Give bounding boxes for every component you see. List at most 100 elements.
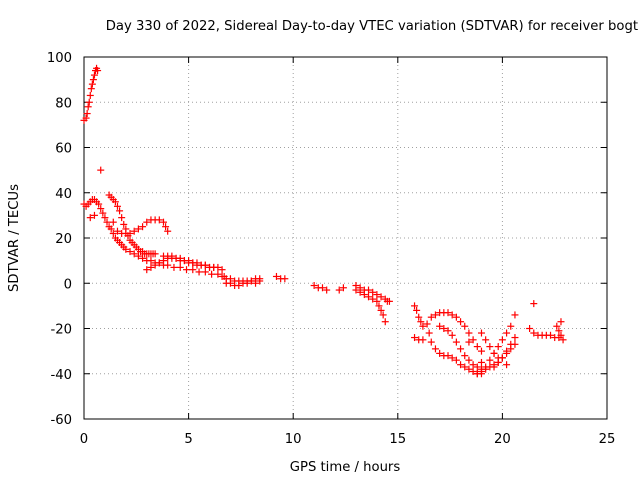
data-point xyxy=(444,352,452,360)
data-point xyxy=(436,349,444,357)
data-point xyxy=(318,284,326,292)
data-point xyxy=(214,270,222,278)
data-point xyxy=(530,300,538,308)
data-point xyxy=(365,286,373,294)
data-point xyxy=(490,349,498,357)
data-point xyxy=(243,279,251,287)
x-axis-label: GPS time / hours xyxy=(290,460,401,475)
y-tick-label: 60 xyxy=(55,142,72,157)
data-point xyxy=(477,358,485,366)
data-point xyxy=(427,338,435,346)
data-point xyxy=(139,254,147,262)
data-point xyxy=(369,288,377,296)
data-point xyxy=(134,252,142,260)
data-point xyxy=(379,311,387,319)
y-tick-label: -20 xyxy=(50,323,72,338)
data-point xyxy=(120,220,128,228)
data-point xyxy=(208,270,216,278)
data-point xyxy=(413,306,421,314)
x-tick-labels: 0 5 10 15 20 25 xyxy=(80,432,616,447)
data-point xyxy=(503,347,511,355)
data-point xyxy=(143,266,151,274)
data-point xyxy=(375,302,383,310)
data-point xyxy=(452,313,460,321)
data-point xyxy=(557,318,565,326)
data-point xyxy=(134,225,142,233)
data-point xyxy=(130,227,138,235)
data-point xyxy=(473,343,481,351)
data-point xyxy=(107,225,115,233)
data-point xyxy=(482,336,490,344)
data-point xyxy=(486,343,494,351)
data-point xyxy=(281,275,289,283)
data-point xyxy=(126,229,134,237)
data-point xyxy=(235,282,243,290)
data-point xyxy=(507,340,515,348)
data-point xyxy=(490,363,498,371)
data-point xyxy=(90,71,98,79)
data-point xyxy=(168,252,176,260)
data-point xyxy=(147,263,155,271)
data-point xyxy=(482,363,490,371)
data-point xyxy=(431,345,439,353)
data-point xyxy=(95,200,103,208)
chart-title: Day 330 of 2022, Sidereal Day-to-day VTE… xyxy=(105,19,638,34)
data-point xyxy=(465,356,473,364)
data-point xyxy=(84,103,92,111)
grid xyxy=(84,57,607,419)
data-point xyxy=(185,257,193,265)
data-point xyxy=(130,250,138,258)
data-point xyxy=(111,198,119,206)
x-tick-label: 25 xyxy=(599,432,616,447)
data-point xyxy=(419,322,427,330)
y-tick-label: 40 xyxy=(55,187,72,202)
data-point xyxy=(503,329,511,337)
data-point xyxy=(310,282,318,290)
data-point xyxy=(369,295,377,303)
data-point xyxy=(503,361,511,369)
data-point xyxy=(151,261,159,269)
data-point xyxy=(452,356,460,364)
data-point xyxy=(555,327,563,335)
data-point xyxy=(377,293,385,301)
data-point xyxy=(335,286,343,294)
data-point xyxy=(465,365,473,373)
data-point xyxy=(94,67,102,75)
data-point xyxy=(218,272,226,280)
data-point xyxy=(494,358,502,366)
data-point xyxy=(469,367,477,375)
data-point xyxy=(465,329,473,337)
data-point xyxy=(162,223,170,231)
data-point xyxy=(339,284,347,292)
data-point xyxy=(436,322,444,330)
data-point xyxy=(498,336,506,344)
data-point xyxy=(559,336,567,344)
data-point xyxy=(82,114,90,122)
data-point xyxy=(511,311,519,319)
data-point xyxy=(427,313,435,321)
data-point xyxy=(365,293,373,301)
data-point xyxy=(189,266,197,274)
y-tick-labels: -60 -40 -20 0 20 40 60 80 100 xyxy=(47,51,72,428)
data-point xyxy=(448,331,456,339)
data-point xyxy=(164,227,172,235)
x-tick-label: 5 xyxy=(184,432,192,447)
data-point xyxy=(431,311,439,319)
data-point xyxy=(139,223,147,231)
data-point xyxy=(214,263,222,271)
plot-frame xyxy=(83,56,608,420)
data-point xyxy=(85,98,93,106)
y-axis-label: SDTVAR / TECUs xyxy=(7,184,22,292)
data-point xyxy=(477,367,485,375)
data-point xyxy=(109,218,117,226)
data-point xyxy=(256,275,264,283)
y-tick-label: 100 xyxy=(47,51,72,66)
data-point xyxy=(461,363,469,371)
data-point xyxy=(477,347,485,355)
data-point xyxy=(118,214,126,222)
data-point xyxy=(143,218,151,226)
data-point xyxy=(170,263,178,271)
data-point xyxy=(486,356,494,364)
data-point xyxy=(109,229,117,237)
data-point xyxy=(164,261,172,269)
